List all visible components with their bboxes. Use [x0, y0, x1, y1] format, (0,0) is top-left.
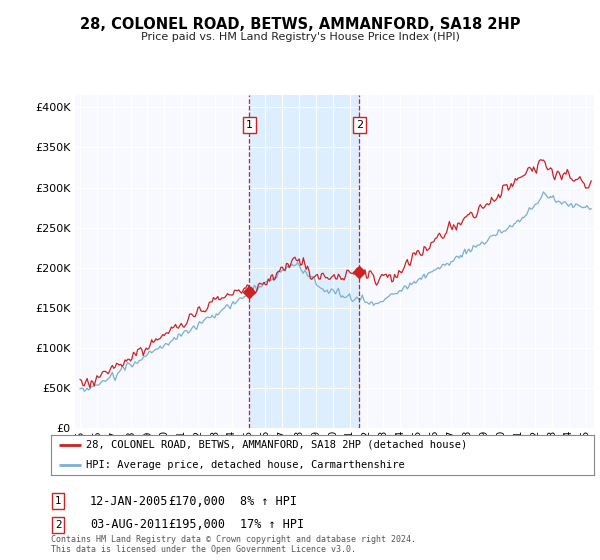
Text: 12-JAN-2005: 12-JAN-2005	[90, 494, 169, 508]
Text: HPI: Average price, detached house, Carmarthenshire: HPI: Average price, detached house, Carm…	[86, 460, 405, 470]
Text: 2: 2	[55, 520, 62, 530]
Text: 03-AUG-2011: 03-AUG-2011	[90, 518, 169, 531]
Bar	[249, 95, 359, 428]
Text: £170,000: £170,000	[168, 494, 225, 508]
Text: 28, COLONEL ROAD, BETWS, AMMANFORD, SA18 2HP: 28, COLONEL ROAD, BETWS, AMMANFORD, SA18…	[80, 17, 520, 32]
Text: Contains HM Land Registry data © Crown copyright and database right 2024.
This d: Contains HM Land Registry data © Crown c…	[51, 535, 416, 554]
Text: 2: 2	[356, 120, 363, 130]
Text: 1: 1	[246, 120, 253, 130]
Text: 17% ↑ HPI: 17% ↑ HPI	[240, 518, 304, 531]
Text: 8% ↑ HPI: 8% ↑ HPI	[240, 494, 297, 508]
Text: Price paid vs. HM Land Registry's House Price Index (HPI): Price paid vs. HM Land Registry's House …	[140, 32, 460, 42]
Text: £195,000: £195,000	[168, 518, 225, 531]
Text: 28, COLONEL ROAD, BETWS, AMMANFORD, SA18 2HP (detached house): 28, COLONEL ROAD, BETWS, AMMANFORD, SA18…	[86, 440, 467, 450]
Text: 1: 1	[55, 496, 62, 506]
